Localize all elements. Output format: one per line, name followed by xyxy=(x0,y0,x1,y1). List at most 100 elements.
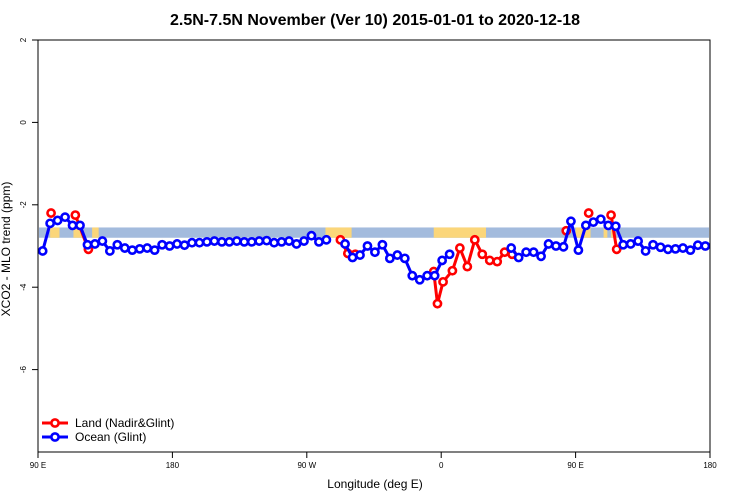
chart-title: 2.5N-7.5N November (Ver 10) 2015-01-01 t… xyxy=(170,12,580,29)
data-point xyxy=(261,235,272,246)
data-point xyxy=(355,250,365,260)
data-point xyxy=(67,220,78,231)
data-point xyxy=(551,241,561,251)
data-point xyxy=(477,249,488,260)
data-point xyxy=(127,245,138,256)
series-1 xyxy=(37,212,711,285)
data-point xyxy=(444,249,455,260)
x-tick-label: 0 xyxy=(439,461,444,470)
data-point xyxy=(377,239,388,250)
data-point xyxy=(438,276,448,287)
data-point xyxy=(513,252,524,263)
data-point xyxy=(414,274,425,285)
band-land-segment xyxy=(433,227,486,238)
band-land-segment xyxy=(92,227,99,238)
data-point xyxy=(663,244,673,255)
data-point xyxy=(194,237,205,248)
x-tick-label: 180 xyxy=(703,461,717,470)
data-point xyxy=(149,245,160,256)
data-point xyxy=(528,247,539,258)
data-point xyxy=(172,239,182,249)
data-point xyxy=(580,220,591,231)
data-point xyxy=(536,251,546,262)
data-point xyxy=(640,246,651,256)
data-point xyxy=(179,240,190,251)
y-axis-label: XCO2 - MLO trend (ppm) xyxy=(0,182,13,317)
data-point xyxy=(543,239,554,249)
data-point xyxy=(618,239,629,250)
data-point xyxy=(692,240,703,251)
data-point xyxy=(82,239,93,250)
data-point xyxy=(347,252,358,263)
x-tick-label: 180 xyxy=(166,461,180,470)
data-point xyxy=(70,210,81,220)
plot-frame xyxy=(37,39,711,453)
data-point xyxy=(209,236,220,246)
data-point xyxy=(187,237,197,248)
data-point xyxy=(603,220,614,231)
data-point xyxy=(164,241,175,251)
data-point xyxy=(399,253,410,264)
data-point xyxy=(484,255,495,266)
y-tick-label: 2 xyxy=(19,37,28,42)
data-point xyxy=(97,236,108,246)
data-point xyxy=(299,236,309,246)
x-tick-label: 90 E xyxy=(567,461,583,470)
band-land-segment xyxy=(50,227,60,238)
data-point xyxy=(90,239,100,249)
x-tick-label: 90 W xyxy=(297,461,316,470)
data-point xyxy=(678,243,688,253)
data-point xyxy=(224,236,235,247)
data-point xyxy=(314,236,324,247)
legend-label: Ocean (Glint) xyxy=(75,430,146,444)
y-tick-label: -2 xyxy=(19,201,28,209)
axes: 90 E 180 90 W 0 90 E 180 2 0 -2 -4 -6 xyxy=(19,37,717,470)
data-point xyxy=(269,237,280,248)
data-point xyxy=(104,246,115,256)
series-line xyxy=(609,214,619,250)
legend-marker xyxy=(50,432,60,442)
data-point xyxy=(142,243,153,253)
data-point xyxy=(611,244,622,255)
data-point xyxy=(558,241,569,252)
data-point xyxy=(254,236,265,246)
data-point xyxy=(422,270,433,281)
y-tick-label: -4 xyxy=(19,283,28,291)
data-point xyxy=(588,217,599,228)
data-point xyxy=(202,236,212,247)
data-point xyxy=(648,239,658,250)
y-tick-label: 0 xyxy=(19,120,28,125)
data-point xyxy=(583,208,594,218)
data-point xyxy=(284,236,294,246)
data-point xyxy=(291,239,302,249)
data-point xyxy=(75,220,85,231)
data-point xyxy=(566,216,576,227)
band-land-segment xyxy=(325,227,352,238)
data-point xyxy=(655,242,666,253)
data-point xyxy=(625,239,636,249)
x-axis-label: Longitude (deg E) xyxy=(327,477,422,491)
data-point xyxy=(239,236,250,247)
data-point xyxy=(521,247,532,258)
data-point xyxy=(384,253,395,264)
series-0 xyxy=(46,208,622,309)
legend-marker xyxy=(50,418,60,428)
data-point xyxy=(633,236,644,246)
data-point xyxy=(492,256,503,267)
data-point xyxy=(462,261,473,272)
data-point xyxy=(685,245,696,256)
data-point xyxy=(45,218,56,229)
band-land-segment xyxy=(611,227,613,238)
data-point xyxy=(157,239,168,250)
band-land-segment xyxy=(73,227,82,238)
data-point xyxy=(610,221,621,232)
data-point xyxy=(246,236,257,247)
legend: Land (Nadir&Glint)Ocean (Glint) xyxy=(42,416,174,444)
data-point xyxy=(573,245,584,256)
data-point xyxy=(46,208,56,218)
y-tick-label: -6 xyxy=(19,365,28,373)
data-point xyxy=(429,270,440,281)
data-point xyxy=(306,230,317,241)
data-point xyxy=(231,236,242,246)
